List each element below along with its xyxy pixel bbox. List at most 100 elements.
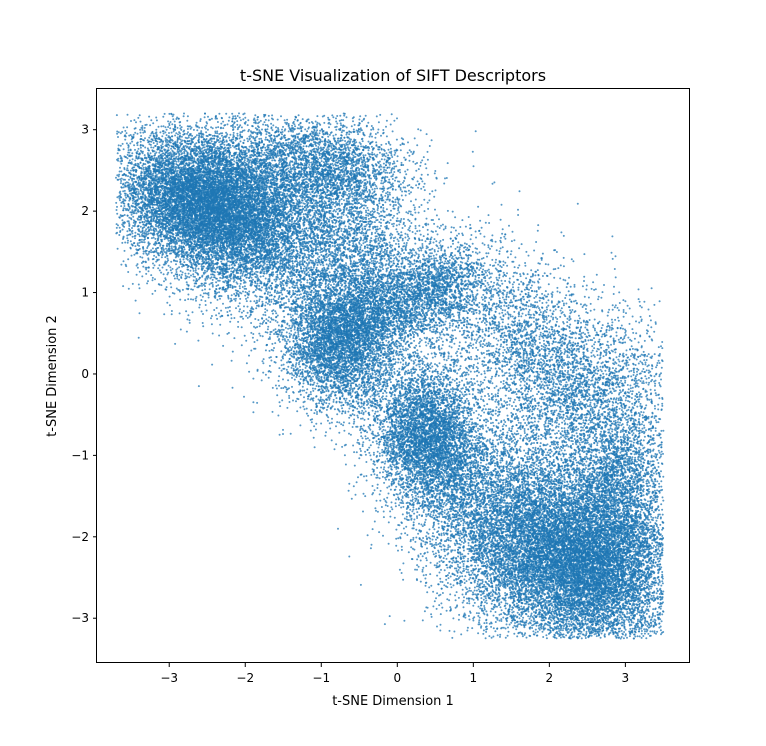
scatter-point	[142, 266, 144, 268]
scatter-point	[202, 296, 204, 298]
scatter-point	[120, 205, 122, 207]
scatter-point	[170, 286, 172, 288]
scatter-point	[143, 261, 145, 263]
scatter-point	[240, 276, 242, 278]
scatter-point	[153, 255, 155, 257]
scatter-point	[150, 251, 152, 253]
scatter-point	[139, 312, 141, 314]
scatter-point	[222, 303, 224, 305]
scatter-point	[324, 211, 326, 213]
scatter-point	[115, 202, 117, 204]
scatter-point	[126, 132, 128, 134]
scatter-point	[198, 127, 200, 129]
scatter-point	[246, 138, 248, 140]
scatter-point	[255, 127, 257, 129]
scatter-point	[191, 135, 193, 137]
scatter-point	[152, 122, 154, 124]
scatter-point	[183, 152, 185, 154]
scatter-point	[158, 126, 160, 128]
scatter-point	[120, 170, 122, 172]
scatter-point	[196, 129, 198, 131]
scatter-point	[183, 252, 185, 254]
scatter-point	[169, 127, 171, 129]
scatter-point	[128, 179, 130, 181]
scatter-point	[134, 160, 136, 162]
scatter-point	[131, 155, 133, 157]
scatter-point	[145, 273, 147, 275]
scatter-point	[115, 177, 117, 179]
scatter-point	[196, 246, 198, 248]
scatter-point	[165, 248, 167, 250]
scatter-point	[217, 146, 219, 148]
scatter-point	[179, 245, 181, 247]
scatter-point	[117, 158, 119, 160]
scatter-point	[193, 279, 195, 281]
scatter-point	[168, 240, 170, 242]
scatter-point	[144, 154, 146, 156]
scatter-point	[120, 180, 122, 182]
scatter-point	[179, 125, 181, 127]
chart-title: t-SNE Visualization of SIFT Descriptors	[240, 66, 546, 85]
scatter-point	[204, 270, 206, 272]
scatter-point	[232, 145, 234, 147]
scatter-point	[184, 237, 186, 239]
scatter-point	[129, 183, 131, 185]
scatter-point	[172, 268, 174, 270]
scatter-point	[205, 131, 207, 133]
scatter-point	[220, 123, 222, 125]
scatter-point	[192, 273, 194, 275]
scatter-point	[175, 263, 177, 265]
scatter-point	[167, 259, 169, 261]
scatter-point	[117, 136, 119, 138]
scatter-point	[148, 270, 150, 272]
scatter-point	[121, 219, 123, 221]
scatter-point	[154, 264, 156, 266]
scatter-point	[122, 225, 124, 227]
scatter-point	[117, 248, 119, 250]
scatter-point	[134, 235, 136, 237]
scatter-point	[134, 245, 136, 247]
scatter-point	[208, 297, 210, 299]
scatter-point	[125, 264, 127, 266]
scatter-point	[167, 126, 169, 128]
scatter-point	[178, 266, 180, 268]
scatter-point	[174, 121, 176, 123]
scatter-point	[217, 284, 219, 286]
scatter-point	[118, 131, 120, 133]
scatter-point	[250, 322, 252, 324]
scatter-point	[168, 265, 170, 267]
scatter-point	[132, 216, 134, 218]
scatter-point	[130, 120, 132, 122]
scatter-point	[217, 299, 219, 301]
scatter-point	[247, 140, 249, 142]
scatter-point	[201, 285, 203, 287]
scatter-point	[184, 273, 186, 275]
scatter-point	[170, 269, 172, 271]
scatter-point	[126, 167, 128, 169]
scatter-point	[281, 133, 283, 135]
scatter-point	[129, 142, 131, 144]
scatter-point	[141, 239, 143, 241]
scatter-point	[118, 175, 120, 177]
scatter-point	[166, 139, 168, 141]
scatter-point	[207, 129, 209, 131]
scatter-point	[135, 121, 137, 123]
scatter-point	[200, 130, 202, 132]
scatter-point	[152, 247, 154, 249]
scatter-point	[139, 114, 141, 116]
scatter-point	[239, 260, 241, 262]
scatter-point	[206, 248, 208, 250]
scatter-point	[233, 132, 235, 134]
scatter-point	[232, 115, 234, 117]
scatter-point	[127, 175, 129, 177]
scatter-point	[205, 304, 207, 306]
scatter-point	[209, 161, 211, 163]
scatter-point	[123, 127, 125, 129]
scatter-point	[140, 135, 142, 137]
scatter-point	[239, 285, 241, 287]
scatter-point	[157, 267, 159, 269]
scatter-point	[229, 134, 231, 136]
scatter-point	[135, 204, 137, 206]
scatter-point	[118, 174, 120, 176]
